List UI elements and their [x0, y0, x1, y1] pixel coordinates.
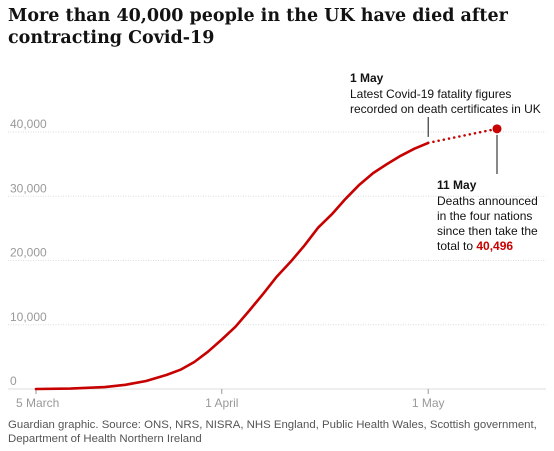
total-marker: [492, 124, 502, 134]
line-chart: 0 10,000 20,000 30,000 40,000 5 March 1 April…: [8, 71, 546, 410]
y-tick-label: 0: [10, 374, 17, 388]
y-tick-label: 10,000: [10, 310, 47, 324]
annotation-1may-line: Latest Covid-19 fatality figures: [350, 87, 511, 101]
annotation-1may-text: Latest Covid-19 fatality figures recorded…: [350, 87, 541, 116]
source-note: Guardian graphic. Source: ONS, NRS, NISR…: [8, 419, 537, 445]
annotation-11may-text: Deaths announced in the four nations since…: [437, 194, 538, 253]
x-tick-label: 1 April: [205, 396, 238, 410]
cumulative-deaths-line: [34, 141, 430, 391]
annotation-11may-line: total to: [437, 239, 476, 253]
annotation-11may-line: in the four nations: [437, 209, 532, 223]
annotation-total-value: 40,496: [476, 239, 513, 253]
annotation-11may-line: Deaths announced: [437, 194, 538, 208]
y-tick-label: 20,000: [10, 246, 47, 260]
annotation-11may-heading: 11 May: [437, 178, 477, 192]
chart-title: More than 40,000 people in the UK have d…: [8, 6, 508, 48]
annotation-1may-heading: 1 May: [350, 71, 384, 85]
annotation-11may-line: since then take the: [437, 224, 538, 238]
x-tick-label: 1 May: [412, 396, 445, 410]
projected-deaths-line: [426, 127, 499, 145]
y-tick-label: 40,000: [10, 117, 47, 131]
x-tick-label: 5 March: [16, 396, 59, 410]
annotation-1may-line: recorded on death certificates in UK: [350, 102, 541, 116]
y-tick-label: 30,000: [10, 181, 47, 195]
